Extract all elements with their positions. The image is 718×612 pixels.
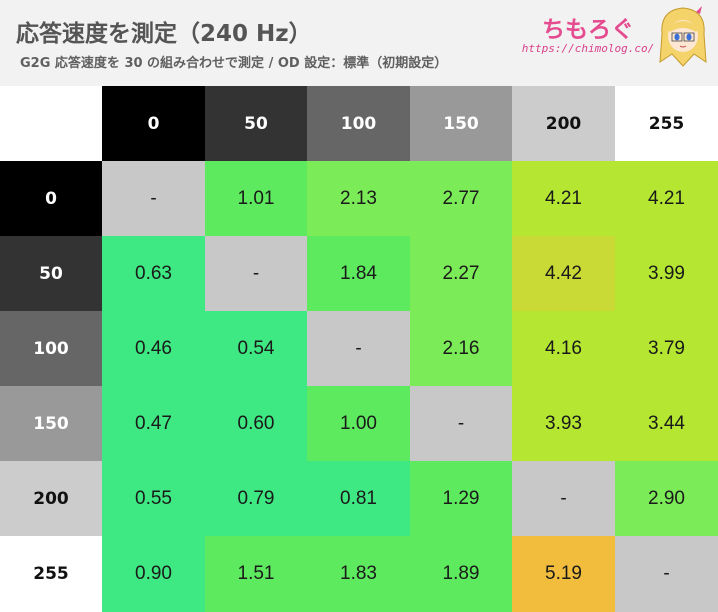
mascot-icon <box>659 6 707 67</box>
heatmap-cell-100-200: 4.16 <box>512 311 615 386</box>
row-header-100: 100 <box>0 311 102 386</box>
heatmap-grid: 0 50 100 150 200 255 0-1.01 2.13 2.77 4.21 4.21 50 0… <box>0 86 718 612</box>
heatmap-cell-50-200: 4.42 <box>512 236 615 311</box>
heatmap-cell-200-100: 0.81 <box>307 461 410 536</box>
header-band <box>0 0 718 86</box>
heatmap-cell-150-0: 0.47 <box>102 386 205 461</box>
heatmap-cell-200-150: 1.29 <box>410 461 512 536</box>
row-header-255: 255 <box>0 536 102 612</box>
heatmap-cell-150-100: 1.00 <box>307 386 410 461</box>
heatmap-cell-100-150: 2.16 <box>410 311 512 386</box>
heatmap-cell-255-50: 1.51 <box>205 536 307 612</box>
heatmap-cell-100-255: 3.79 <box>615 311 718 386</box>
col-header-100: 100 <box>307 86 410 161</box>
heatmap-cell-0-150: 2.77 <box>410 161 512 236</box>
heatmap-cell-100-0: 0.46 <box>102 311 205 386</box>
site-logo[interactable]: ちもろぐ https://chimolog.co/ <box>518 4 710 74</box>
logo-url[interactable]: https://chimolog.co/ <box>521 42 655 55</box>
heatmap-cell-0-50: 1.01 <box>205 161 307 236</box>
row-header-150: 150 <box>0 386 102 461</box>
heatmap-cell-200-255: 2.90 <box>615 461 718 536</box>
heatmap-cell-100-50: 0.54 <box>205 311 307 386</box>
heatmap-cell-255-200: 5.19 <box>512 536 615 612</box>
heatmap-cell-150-150: - <box>410 386 512 461</box>
heatmap-cell-50-0: 0.63 <box>102 236 205 311</box>
heatmap-cell-200-0: 0.55 <box>102 461 205 536</box>
heatmap-cell-50-255: 3.99 <box>615 236 718 311</box>
col-header-255: 255 <box>615 86 718 161</box>
col-header-150: 150 <box>410 86 512 161</box>
heatmap-cell-255-255: - <box>615 536 718 612</box>
heatmap-cell-255-100: 1.83 <box>307 536 410 612</box>
heatmap-cell-150-200: 3.93 <box>512 386 615 461</box>
heatmap-cell-0-200: 4.21 <box>512 161 615 236</box>
heatmap-cell-150-50: 0.60 <box>205 386 307 461</box>
heatmap-cell-100-100: - <box>307 311 410 386</box>
row-header-50: 50 <box>0 236 102 311</box>
heatmap-cell-50-50: - <box>205 236 307 311</box>
heatmap-cell-255-0: 0.90 <box>102 536 205 612</box>
heatmap-cell-150-255: 3.44 <box>615 386 718 461</box>
heatmap-cell-50-150: 2.27 <box>410 236 512 311</box>
heatmap-cell-200-200: - <box>512 461 615 536</box>
heatmap-cell-200-50: 0.79 <box>205 461 307 536</box>
heatmap-cell-0-0: - <box>102 161 205 236</box>
chart-title: 応答速度を測定（240 Hz） <box>16 21 312 47</box>
col-header-0: 0 <box>102 86 205 161</box>
heatmap-cell-0-255: 4.21 <box>615 161 718 236</box>
col-header-50: 50 <box>205 86 307 161</box>
heatmap-cell-255-150: 1.89 <box>410 536 512 612</box>
row-header-200: 200 <box>0 461 102 536</box>
corner-cell <box>0 86 102 161</box>
row-header-0: 0 <box>0 161 102 236</box>
chart-subtitle: G2G 応答速度を 30 の組み合わせで測定 / OD 設定：標準（初期設定） <box>20 56 448 71</box>
heatmap-cell-0-100: 2.13 <box>307 161 410 236</box>
logo-text: ちもろぐ <box>542 17 634 43</box>
heatmap-cell-50-100: 1.84 <box>307 236 410 311</box>
col-header-200: 200 <box>512 86 615 161</box>
